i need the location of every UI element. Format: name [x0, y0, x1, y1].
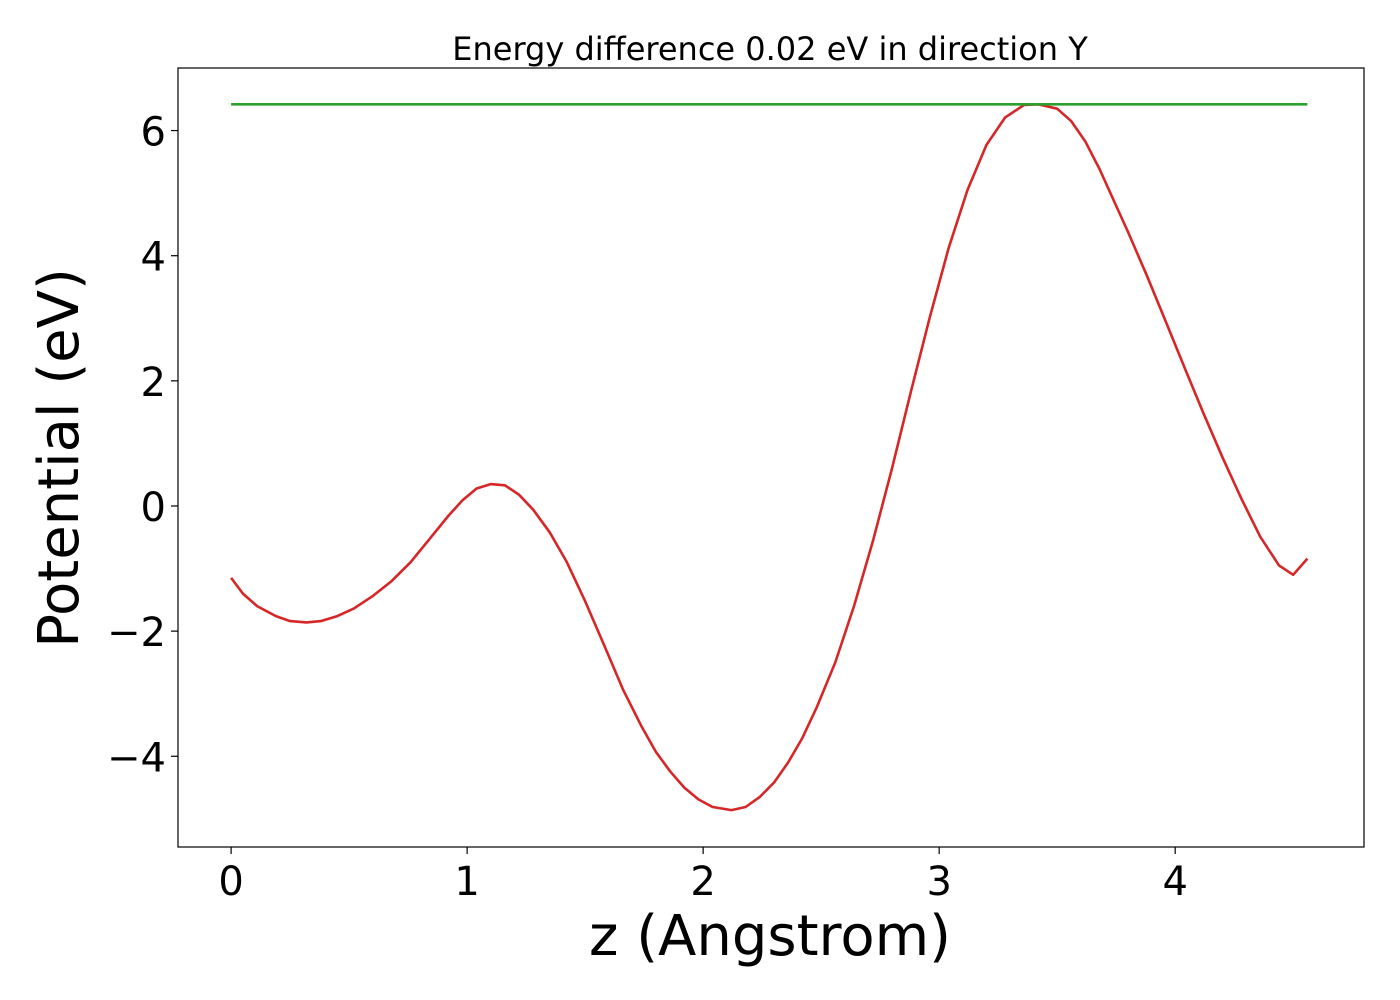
y-tick-label: 2: [141, 360, 166, 406]
y-tick-label: −4: [107, 735, 166, 781]
x-tick-label: 3: [926, 859, 951, 905]
series-line-1: [230, 103, 1309, 812]
x-tick-label: 1: [454, 859, 479, 905]
x-tick-label: 2: [690, 859, 715, 905]
y-tick-label: 4: [141, 235, 166, 281]
x-tick-label: 0: [218, 859, 243, 905]
x-tick-label: 4: [1162, 859, 1187, 905]
plot-area: [230, 103, 1309, 812]
y-axis-title: Potential (eV): [27, 268, 92, 648]
y-tick-label: 0: [141, 485, 166, 531]
y-tick-label: −2: [107, 610, 166, 656]
x-axis: 0 1 2 3 4: [218, 847, 1188, 905]
chart-title: Energy difference 0.02 eV in direction Y: [452, 30, 1088, 68]
x-axis-title: z (Angstrom): [589, 904, 951, 969]
y-axis: −4 −2 0 2 4 6: [107, 110, 178, 781]
y-tick-label: 6: [141, 110, 166, 156]
plot-frame: [177, 67, 1365, 848]
